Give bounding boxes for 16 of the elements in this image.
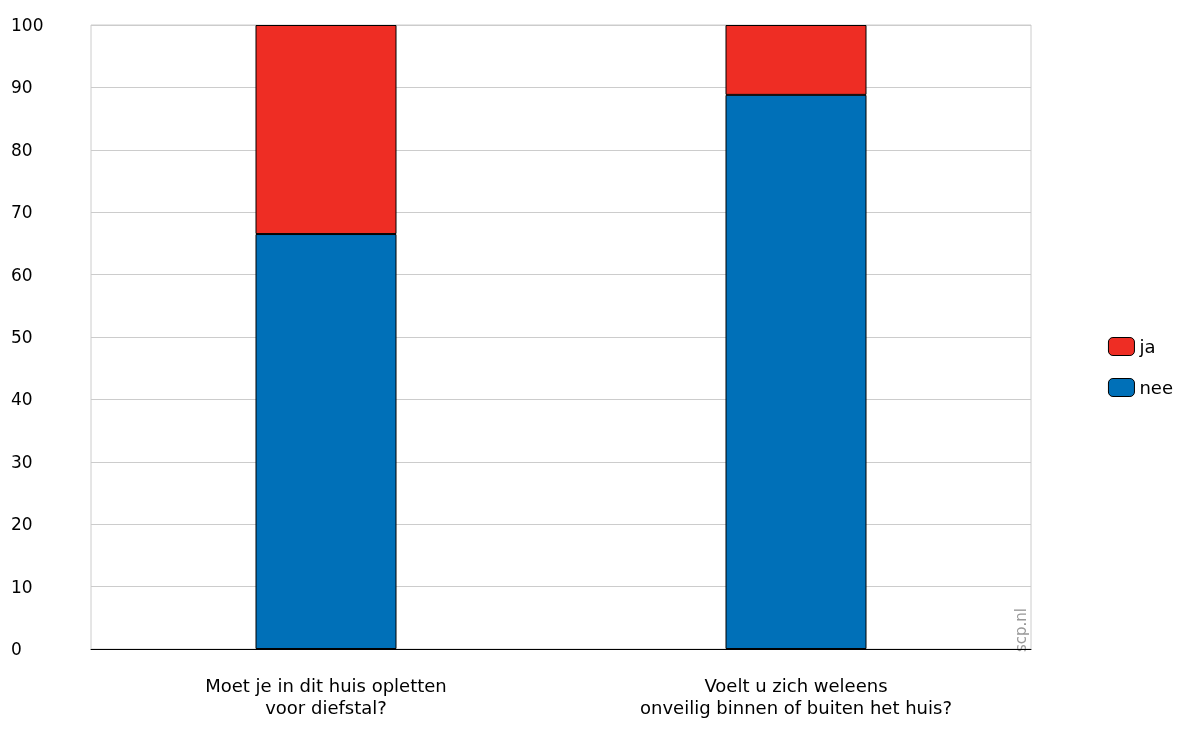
y-tick-label: 80	[11, 139, 33, 160]
y-tick-label: 90	[11, 77, 33, 98]
y-tick-label: 40	[11, 389, 33, 410]
annotation: scp.nl	[1011, 607, 1030, 653]
legend-label: ja	[1138, 336, 1156, 357]
legend-label: nee	[1139, 377, 1174, 398]
y-tick-label: 10	[11, 576, 33, 597]
y-tick-label: 20	[11, 514, 33, 535]
y-tick-label: 60	[11, 264, 33, 285]
y-tick-label: 70	[11, 202, 33, 223]
x-tick-label: Moet je in dit huis opletten voor diefstal?	[205, 674, 447, 718]
y-tick-label: 30	[11, 451, 33, 472]
y-tick-label: 50	[11, 327, 33, 347]
y-tick-label: 100	[11, 15, 44, 35]
y-tick-label: 0	[11, 639, 22, 659]
x-tick-label: Voelt u zich weleens onveilig binnen of buiten het huis?	[640, 674, 952, 718]
